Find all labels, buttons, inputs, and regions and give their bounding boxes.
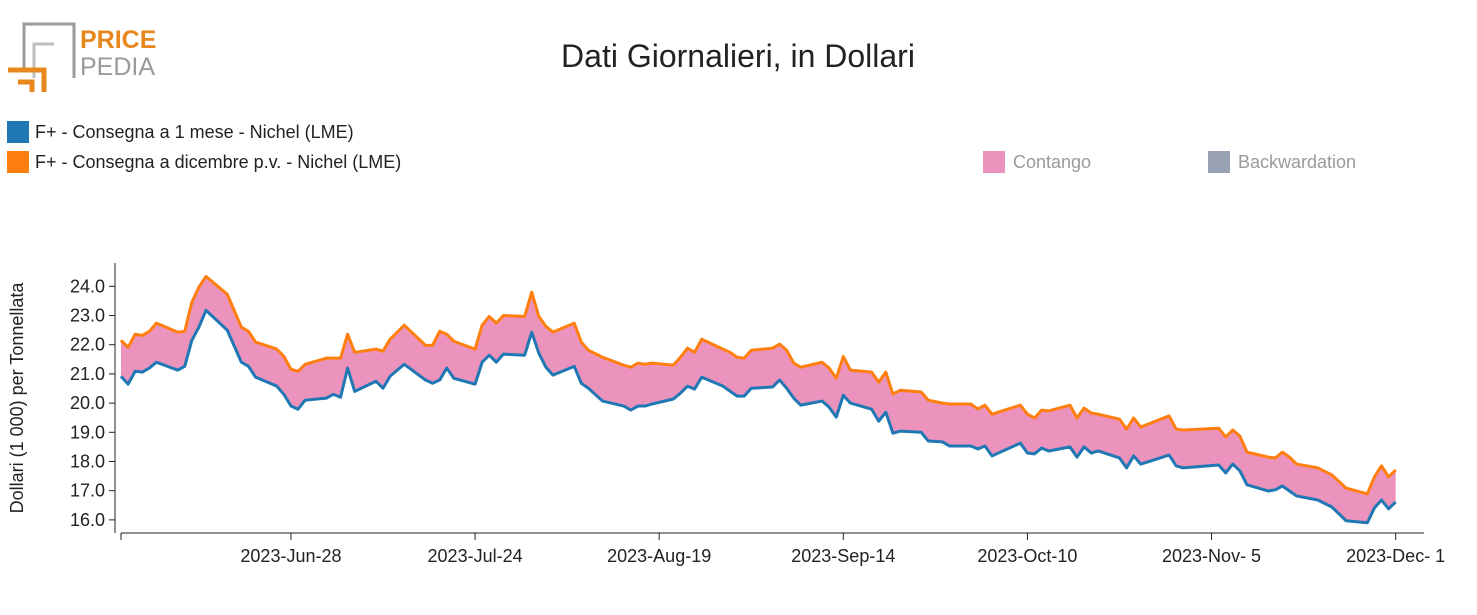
- y-axis-label: Dollari (1 000) per Tonnellata: [7, 282, 27, 514]
- series-line: [119, 308, 1397, 525]
- x-tick-label: 2023-Jul-24: [428, 546, 523, 566]
- y-tick-label: 16.0: [70, 510, 105, 530]
- chart-title: Dati Giornalieri, in Dollari: [561, 38, 915, 74]
- y-tick-label: 22.0: [70, 335, 105, 355]
- logo: PRICE PEDIA: [8, 22, 156, 92]
- legend-swatch: [1208, 151, 1230, 173]
- legend-label: Contango: [1013, 152, 1091, 172]
- logo-frame: [32, 42, 54, 78]
- logo-text: PRICE: [80, 26, 156, 54]
- y-tick-label: 18.0: [70, 451, 105, 471]
- legend-label: F+ - Consegna a 1 mese - Nichel (LME): [35, 122, 354, 142]
- y-tick-label: 19.0: [70, 422, 105, 442]
- logo-frame: [22, 22, 76, 78]
- y-tick-label: 17.0: [70, 481, 105, 501]
- x-tick-label: 2023-Oct-10: [977, 546, 1077, 566]
- x-tick-label: 2023-Dec- 1: [1346, 546, 1445, 566]
- legend-swatch: [7, 121, 29, 143]
- logo-mark: [18, 79, 35, 92]
- y-tick-label: 23.0: [70, 306, 105, 326]
- x-tick-label: 2023-Jun-28: [240, 546, 341, 566]
- legend-label: Backwardation: [1238, 152, 1356, 172]
- legend-swatch: [7, 151, 29, 173]
- y-tick-label: 21.0: [70, 364, 105, 384]
- x-tick-label: 2023-Aug-19: [607, 546, 711, 566]
- x-tick-label: 2023-Sep-14: [791, 546, 895, 566]
- spread-area: [121, 276, 1396, 523]
- logo-text: PEDIA: [80, 53, 155, 81]
- x-tick-label: 2023-Nov- 5: [1162, 546, 1261, 566]
- legend-label: F+ - Consegna a dicembre p.v. - Nichel (…: [35, 152, 401, 172]
- series-line: [119, 274, 1397, 496]
- legend-swatch: [983, 151, 1005, 173]
- y-tick-label: 24.0: [70, 276, 105, 296]
- y-tick-label: 20.0: [70, 393, 105, 413]
- logo-mark: [8, 67, 47, 92]
